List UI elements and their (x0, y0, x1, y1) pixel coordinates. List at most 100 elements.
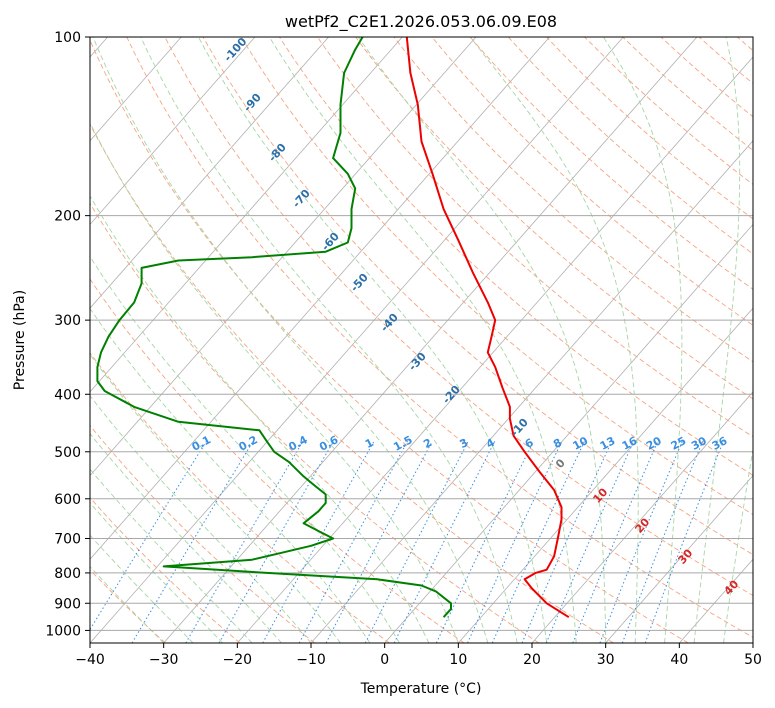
mixing-ratio-line (218, 441, 335, 643)
dry-adiabat-line (393, 37, 753, 363)
dry-adiabat-line (90, 424, 315, 643)
mixing-ratio-line (90, 441, 207, 631)
y-axis-label: Pressure (hPa) (12, 290, 28, 390)
mixing-ratio-line (599, 441, 683, 643)
mixing-ratio-line (491, 441, 585, 643)
moist-adiabat-line (469, 37, 639, 643)
dry-adiabat-label: -100 (221, 35, 249, 64)
mixing-ratio-line (131, 441, 254, 643)
mixing-ratio-line (621, 441, 704, 643)
x-axis: −40 −30 −20 −10 0 10 20 30 40 50 (75, 643, 762, 668)
dry-adiabat-line (240, 37, 753, 516)
mixing-ratio-line (521, 441, 613, 643)
moist-adiabat-line (269, 37, 577, 643)
dry-adiabat-line (90, 278, 465, 643)
x-tick-label: −30 (149, 652, 179, 668)
mixing-ratio-line (298, 441, 409, 643)
mixing-ratio-label: 20 (644, 434, 664, 453)
mixing-ratio-label: 30 (689, 434, 709, 453)
dry-adiabat-label: -10 (508, 416, 531, 440)
moist-adiabat-label: 40 (721, 577, 741, 597)
mixing-ratio-label: 8 (551, 436, 564, 451)
x-tick-label: 40 (670, 652, 688, 668)
isotherm-line (90, 37, 256, 226)
moist-adiabat-line (90, 433, 282, 643)
moist-adiabat-line (92, 37, 489, 643)
dry-adiabat-line (90, 123, 614, 643)
dry-adiabat-line (546, 37, 753, 220)
dry-adiabat-label: -90 (241, 91, 264, 115)
moist-adiabat-line (357, 37, 607, 643)
dry-adiabat-line (698, 37, 753, 85)
dry-adiabat-label: -50 (348, 271, 371, 295)
mixing-ratio-label: 6 (523, 436, 536, 451)
mixing-ratio-line (644, 441, 724, 643)
dry-adiabat-label: -30 (406, 350, 429, 374)
dry-adiabat-line (622, 37, 753, 151)
y-tick-label: 1000 (45, 623, 81, 639)
moist-adiabat-line (90, 395, 312, 643)
moist-adiabat-line (90, 566, 165, 643)
y-tick-label: 400 (54, 387, 81, 403)
mixing-ratio-line (435, 441, 534, 643)
plot-frame (89, 36, 754, 644)
moist-adiabat-line (723, 446, 753, 643)
mixing-ratio-label: 16 (620, 434, 640, 453)
dry-adiabat-line (90, 496, 241, 643)
y-axis: 100 200 300 400 500 600 700 800 900 1000 (45, 30, 90, 639)
dry-adiabat-line (279, 37, 753, 476)
isotherm-line (458, 307, 753, 643)
moist-adiabat-line (90, 307, 371, 643)
mixing-ratio-line (393, 441, 496, 643)
mixing-ratio-line (572, 441, 659, 643)
isotherm-line (237, 56, 753, 643)
dry-adiabat-line (90, 352, 390, 643)
isotherm-line (384, 223, 753, 643)
moist-adiabat-line (90, 195, 430, 643)
mixing-ratio-label: 3 (457, 436, 470, 451)
dry-adiabat-line (355, 37, 753, 400)
x-tick-label: −40 (75, 652, 105, 668)
mixing-ratio-line (185, 441, 304, 643)
dry-adiabat-label: -60 (319, 230, 342, 254)
dry-adiabat-line (90, 202, 540, 643)
isotherm-line (90, 37, 403, 393)
isotherm-line (679, 558, 753, 643)
x-tick-label: 30 (597, 652, 615, 668)
dry-adiabat-line (202, 37, 753, 556)
mixing-ratio-line (545, 441, 635, 643)
dewpoint-line (96, 37, 452, 618)
y-tick-label: 300 (54, 313, 81, 329)
dry-adiabat-line (737, 37, 753, 52)
isotherm-line (90, 37, 182, 142)
mixing-ratio-label: 1 (363, 436, 376, 451)
dry-adiabat-line (507, 37, 753, 255)
isotherm-line (90, 37, 550, 560)
isotherm-line (752, 642, 753, 643)
mixing-ratio-label: 36 (710, 434, 730, 453)
x-tick-label: −10 (296, 652, 326, 668)
moist-adiabat-label: 20 (632, 515, 652, 535)
moist-adiabat-line (198, 37, 548, 643)
dry-adiabat-line (469, 37, 753, 290)
mixing-ratio-label: 10 (571, 434, 591, 453)
mixing-ratio-label: 2 (421, 436, 434, 451)
dry-adiabat-line (90, 39, 689, 643)
moist-adiabat-line (90, 255, 400, 643)
dry-adiabat-label: -80 (266, 141, 289, 165)
dry-adiabat-line (126, 37, 753, 638)
moist-adiabat-label: 0 (553, 456, 568, 471)
y-tick-label: 500 (54, 445, 81, 461)
mixing-ratio-label: 1.5 (391, 433, 414, 454)
mixing-ratio-line (467, 441, 563, 643)
isotherm-line (605, 474, 753, 643)
dry-adiabat-line (317, 37, 753, 438)
x-tick-label: 10 (449, 652, 467, 668)
y-tick-label: 200 (54, 209, 81, 225)
temperature-line (405, 37, 570, 619)
x-tick-label: 50 (744, 652, 762, 668)
x-tick-label: 0 (380, 652, 389, 668)
y-tick-label: 100 (54, 30, 81, 46)
mixing-ratio-line (262, 441, 375, 643)
isotherm-line (90, 37, 477, 477)
